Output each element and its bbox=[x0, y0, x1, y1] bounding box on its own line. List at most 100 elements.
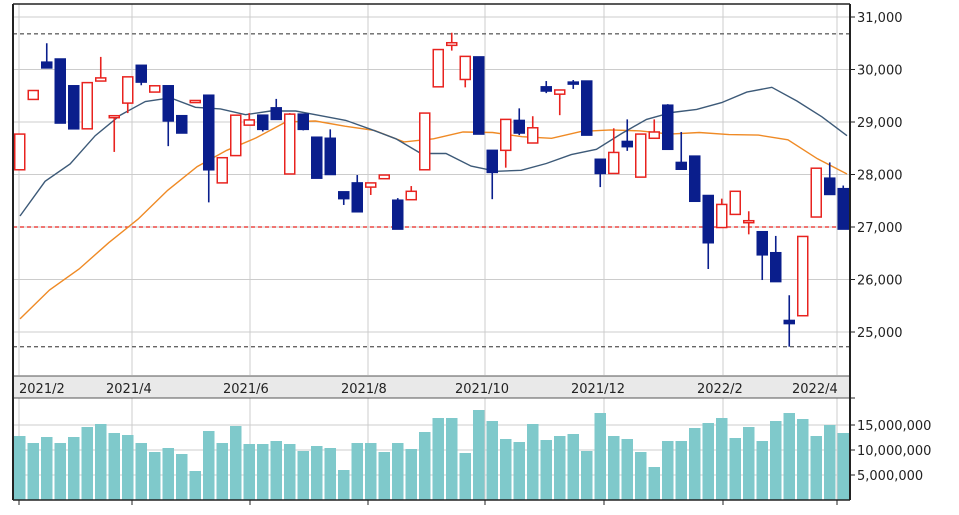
candlestick-series bbox=[14, 32, 849, 347]
candle bbox=[689, 155, 701, 203]
candle-body-down bbox=[783, 319, 795, 325]
volume-bar bbox=[365, 443, 377, 500]
candle bbox=[554, 89, 566, 116]
candle bbox=[783, 295, 795, 347]
volume-axis-label: 10,000,000 bbox=[857, 444, 931, 459]
volume-bar bbox=[41, 437, 53, 500]
candle bbox=[675, 131, 687, 171]
volume-bar bbox=[608, 436, 620, 500]
volume-bar bbox=[230, 426, 242, 500]
candle-body-up bbox=[797, 235, 809, 317]
candle bbox=[702, 194, 714, 269]
candle bbox=[621, 119, 633, 151]
price-axis-label: 27,000 bbox=[857, 221, 903, 236]
candle bbox=[500, 118, 512, 168]
volume-bar bbox=[756, 441, 768, 500]
candle-body-up bbox=[527, 127, 539, 144]
price-axis-label: 30,000 bbox=[857, 64, 903, 79]
chart-frame bbox=[12, 3, 851, 505]
volume-bar bbox=[540, 440, 552, 500]
price-axis-label: 25,000 bbox=[857, 326, 903, 341]
volume-bar bbox=[108, 433, 120, 500]
candle-body-down bbox=[567, 81, 579, 85]
candle-body-up bbox=[27, 89, 39, 101]
volume-bar bbox=[135, 443, 147, 500]
volume-bar bbox=[486, 421, 498, 500]
candle bbox=[419, 112, 431, 171]
x-axis-label: 2021/4 bbox=[106, 382, 152, 397]
candle bbox=[365, 182, 377, 195]
candle bbox=[270, 98, 282, 121]
volume-bar bbox=[378, 452, 390, 500]
volume-bar bbox=[716, 418, 728, 500]
volume-bar bbox=[149, 452, 161, 500]
candle-body-up bbox=[810, 167, 822, 218]
candle bbox=[743, 211, 755, 235]
volume-bar bbox=[527, 424, 539, 500]
candle bbox=[95, 56, 107, 82]
candle-body-down bbox=[662, 104, 674, 151]
volume-bar bbox=[68, 437, 80, 500]
candle-body-up bbox=[216, 156, 228, 184]
candle bbox=[324, 129, 336, 176]
candle-body-up bbox=[635, 133, 647, 178]
candle-body-down bbox=[702, 194, 714, 244]
candle-body-up bbox=[122, 76, 134, 104]
candle-body-up bbox=[446, 41, 458, 47]
candle bbox=[635, 133, 647, 178]
volume-bar bbox=[189, 471, 201, 500]
volume-bar bbox=[27, 443, 39, 500]
candle bbox=[81, 81, 93, 130]
candle-body-up bbox=[743, 219, 755, 224]
volume-bar bbox=[810, 436, 822, 500]
candle-body-down bbox=[689, 155, 701, 203]
candle bbox=[837, 185, 849, 230]
candle bbox=[797, 235, 809, 317]
candle-body-down bbox=[837, 187, 849, 230]
candle bbox=[540, 81, 552, 94]
volume-bar bbox=[500, 439, 512, 500]
candle bbox=[176, 114, 188, 134]
volume-bar bbox=[311, 446, 323, 500]
candle bbox=[257, 114, 269, 132]
volume-bar bbox=[770, 421, 782, 500]
candle bbox=[824, 162, 836, 196]
candle bbox=[243, 113, 255, 126]
candle bbox=[581, 80, 593, 136]
candle bbox=[41, 43, 53, 69]
volume-bar bbox=[459, 453, 471, 500]
volume-axis-label: 15,000,000 bbox=[857, 419, 931, 434]
moving-average-long bbox=[19, 120, 848, 320]
candle-body-up bbox=[729, 190, 741, 216]
candle-body-up bbox=[189, 99, 201, 104]
volume-bar bbox=[446, 418, 458, 500]
candle bbox=[297, 113, 309, 131]
volume-bar bbox=[122, 435, 134, 500]
candle bbox=[135, 64, 147, 86]
x-axis-label: 2021/6 bbox=[223, 382, 269, 397]
volume-bar bbox=[824, 425, 836, 500]
candle bbox=[608, 128, 620, 175]
candle bbox=[729, 190, 741, 216]
candle-body-down bbox=[257, 114, 269, 131]
candle bbox=[432, 48, 444, 88]
candle-body-up bbox=[500, 118, 512, 152]
x-axis-label: 2021/12 bbox=[571, 382, 625, 397]
volume-bar bbox=[14, 436, 26, 500]
x-axis-label: 2021/2 bbox=[19, 382, 65, 397]
volume-bar bbox=[81, 427, 93, 500]
candle-body-down bbox=[473, 56, 485, 135]
x-axis-label: 2021/8 bbox=[341, 382, 387, 397]
candle bbox=[810, 167, 822, 218]
candle bbox=[54, 58, 66, 124]
volume-bar bbox=[351, 443, 363, 500]
candle-body-up bbox=[95, 77, 107, 82]
candle-body-down bbox=[392, 199, 404, 230]
candle bbox=[527, 116, 539, 144]
candle bbox=[405, 186, 417, 201]
volume-bar bbox=[783, 413, 795, 500]
candle bbox=[392, 198, 404, 230]
volume-bar bbox=[473, 410, 485, 500]
volume-bar bbox=[702, 423, 714, 500]
